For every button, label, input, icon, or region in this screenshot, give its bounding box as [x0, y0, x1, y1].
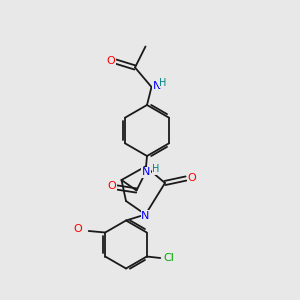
Text: O: O — [107, 181, 116, 191]
Text: N: N — [142, 167, 150, 178]
Text: H: H — [152, 164, 160, 175]
Text: O: O — [106, 56, 116, 67]
Text: O: O — [188, 173, 196, 183]
Text: O: O — [74, 224, 82, 235]
Text: Cl: Cl — [164, 253, 175, 263]
Text: H: H — [159, 77, 167, 88]
Text: N: N — [153, 80, 161, 91]
Text: N: N — [141, 211, 150, 221]
